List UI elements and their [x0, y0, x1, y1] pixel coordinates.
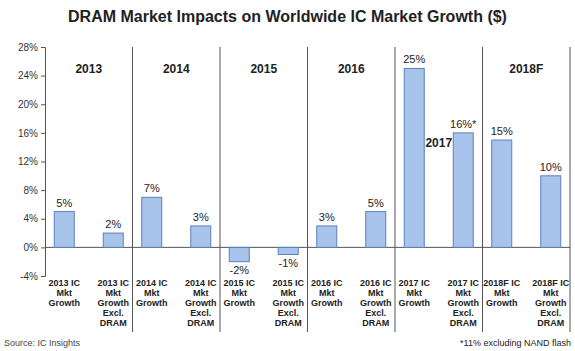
tick-mark	[41, 190, 45, 191]
bar	[103, 233, 123, 247]
data-label: 5%	[56, 197, 72, 209]
bar	[191, 226, 211, 247]
panel-label: 2018F	[509, 62, 543, 76]
tick-label: 2018F ICMktGrowthExcl.DRAM	[532, 278, 570, 328]
tick: -4%	[20, 271, 45, 282]
tick-label: 8%	[24, 185, 39, 196]
bar	[142, 197, 162, 247]
y-axis: -4% 0% 4% 8% 12% 16% 20% 24% 28%	[18, 42, 46, 282]
bar	[366, 212, 386, 248]
data-label: 25%	[403, 53, 425, 65]
tick-label: 24%	[18, 70, 38, 81]
tick-label: 2015 ICMktGrowth	[223, 278, 255, 308]
tick-label: 2013 ICMktGrowthExcl.DRAM	[97, 278, 129, 328]
tick-mark	[41, 47, 45, 48]
tick-label: 2018F ICMktGrowth	[483, 278, 521, 308]
tick-label: 2016 ICMktGrowth	[311, 278, 343, 308]
panel-label: 2014	[163, 62, 190, 76]
tick-label: 2013 ICMktGrowth	[48, 278, 80, 308]
tick-label: 2015 ICMktGrowthExcl.DRAM	[272, 278, 304, 328]
tick-mark	[41, 247, 45, 248]
annotations: 2013 2014 2015 2016 2017 2018F	[75, 62, 543, 150]
tick-mark	[41, 133, 45, 134]
panel-separator	[395, 47, 396, 332]
panel-label: 2016	[338, 62, 365, 76]
tick-mark	[41, 276, 45, 277]
data-label: 7%	[144, 182, 160, 194]
separators	[133, 47, 571, 332]
tick-label: 16%	[18, 128, 38, 139]
tick-label: 4%	[24, 213, 39, 224]
panel-label: 2017	[425, 136, 452, 150]
data-label: 5%	[368, 197, 384, 209]
tick-label: 2017 ICMktGrowthExcl.DRAM	[447, 278, 479, 328]
bar	[492, 140, 512, 247]
bar	[453, 133, 473, 248]
tick: 8%	[24, 185, 45, 196]
data-label: 3%	[193, 211, 209, 223]
x-axis: 2013 ICMktGrowth 2013 ICMktGrowthExcl.DRA…	[48, 278, 569, 328]
tick-mark	[41, 162, 45, 163]
bar	[278, 247, 298, 254]
panel-label: 2013	[75, 62, 102, 76]
bar	[404, 68, 424, 247]
panel-separator	[570, 47, 571, 332]
data-label: 2%	[105, 218, 121, 230]
source: Source: IC Insights	[4, 338, 81, 348]
bar	[541, 176, 561, 248]
tick-label: -4%	[20, 271, 38, 282]
footnote: *11% excluding NAND flash	[460, 338, 571, 348]
tick-label: 28%	[18, 42, 38, 53]
tick-label: 2014 ICMktGrowthExcl.DRAM	[185, 278, 217, 328]
tick: 16%	[18, 128, 45, 139]
panel-label: 2015	[250, 62, 277, 76]
tick-label: 2017 ICMktGrowth	[398, 278, 430, 308]
panel-separator	[220, 47, 221, 332]
data-label: 15%	[491, 125, 513, 137]
tick-label: 20%	[18, 99, 38, 110]
title: DRAM Market Impacts on Worldwide IC Mark…	[68, 8, 507, 25]
data-label: -1%	[278, 257, 298, 269]
tick-label: 0%	[24, 242, 39, 253]
data-label: 10%	[540, 161, 562, 173]
tick: 4%	[24, 213, 45, 224]
tick: 12%	[18, 156, 45, 167]
data-label: 3%	[319, 211, 335, 223]
tick-label: 2014 ICMktGrowth	[136, 278, 168, 308]
chart: DRAM Market Impacts on Worldwide IC Mark…	[0, 0, 575, 351]
bars	[54, 68, 561, 261]
tick: 24%	[18, 70, 45, 81]
tick: 28%	[18, 42, 45, 53]
panel-separator	[482, 47, 483, 332]
tick: 0%	[24, 242, 45, 253]
panel-separator	[307, 47, 308, 332]
tick-mark	[41, 104, 45, 105]
tick: 20%	[18, 99, 45, 110]
bar	[317, 226, 337, 247]
data-label: 16%*	[450, 118, 477, 130]
tick-label: 2016 ICMktGrowthExcl.DRAM	[360, 278, 392, 328]
tick-label: 12%	[18, 156, 38, 167]
axis-line	[41, 48, 46, 277]
panel-separator	[132, 47, 133, 332]
bar	[229, 247, 249, 261]
bar	[54, 212, 74, 248]
data-label: -2%	[229, 264, 249, 276]
data-labels: 5% 2% 7% 3% -2% -1% 3% 5% 25% 16%* 15% 10%	[56, 53, 562, 275]
tick-mark	[41, 76, 45, 77]
tick-mark	[41, 219, 45, 220]
